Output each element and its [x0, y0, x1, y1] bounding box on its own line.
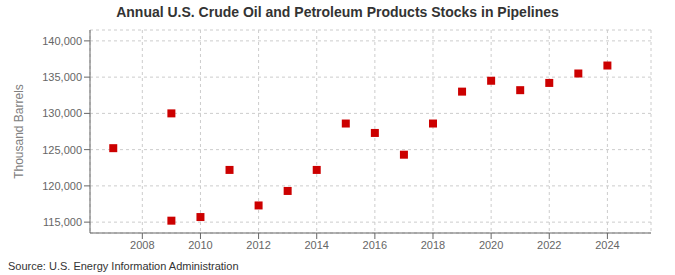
svg-text:2010: 2010 [188, 239, 212, 251]
svg-text:2014: 2014 [304, 239, 328, 251]
svg-text:2020: 2020 [479, 239, 503, 251]
svg-text:115,000: 115,000 [43, 216, 82, 228]
svg-text:2016: 2016 [363, 239, 387, 251]
svg-text:2018: 2018 [421, 239, 445, 251]
svg-text:2022: 2022 [537, 239, 561, 251]
svg-text:120,000: 120,000 [42, 180, 82, 192]
svg-text:140,000: 140,000 [42, 35, 82, 47]
svg-text:2012: 2012 [246, 239, 270, 251]
svg-text:2024: 2024 [595, 239, 619, 251]
svg-text:135,000: 135,000 [42, 71, 82, 83]
svg-text:2008: 2008 [130, 239, 154, 251]
html-text:Source: U.S. Energy Informatio: Source: U.S. Energy Information Administ… [8, 260, 239, 272]
svg-text:125,000: 125,000 [42, 144, 82, 156]
svg-text:Thousand Barrels: Thousand Barrels [12, 84, 26, 179]
html-text:Annual U.S. Crude Oil and Petr: Annual U.S. Crude Oil and Petroleum Prod… [116, 4, 559, 20]
svg-text:130,000: 130,000 [42, 107, 82, 119]
